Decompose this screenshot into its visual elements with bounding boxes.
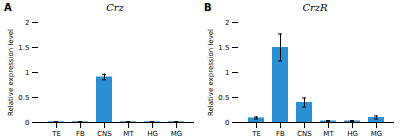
svg-text:HG: HG — [147, 130, 158, 138]
html-text:A: A — [4, 2, 12, 13]
svg-text:TE: TE — [251, 130, 261, 138]
svg-text:0.5: 0.5 — [18, 94, 29, 102]
svg-text:MG: MG — [171, 130, 182, 138]
svg-text:1: 1 — [225, 69, 229, 77]
svg-text:1.5: 1.5 — [18, 44, 29, 52]
html-text:CrzR: CrzR — [302, 2, 328, 13]
svg-text:FB: FB — [276, 130, 285, 138]
svg-text:0: 0 — [25, 119, 29, 127]
svg-text:MG: MG — [371, 130, 382, 138]
svg-text:2: 2 — [225, 19, 229, 27]
html-text:B: B — [204, 2, 212, 13]
svg-text:HG: HG — [347, 130, 358, 138]
svg-text:0: 0 — [225, 119, 229, 127]
svg-text:CNS: CNS — [97, 130, 112, 138]
svg-text:CNS: CNS — [297, 130, 312, 138]
svg-text:2: 2 — [25, 19, 29, 27]
svg-text:0.5: 0.5 — [218, 94, 229, 102]
svg-text:Relative expression level: Relative expression level — [7, 29, 15, 116]
svg-text:1.5: 1.5 — [218, 44, 229, 52]
svg-text:Relative expression level: Relative expression level — [207, 29, 215, 116]
svg-text:MT: MT — [123, 130, 134, 138]
svg-text:TE: TE — [51, 130, 61, 138]
svg-text:MT: MT — [323, 130, 334, 138]
svg-text:FB: FB — [76, 130, 85, 138]
svg-text:1: 1 — [25, 69, 29, 77]
html-text:Crz: Crz — [106, 2, 124, 13]
